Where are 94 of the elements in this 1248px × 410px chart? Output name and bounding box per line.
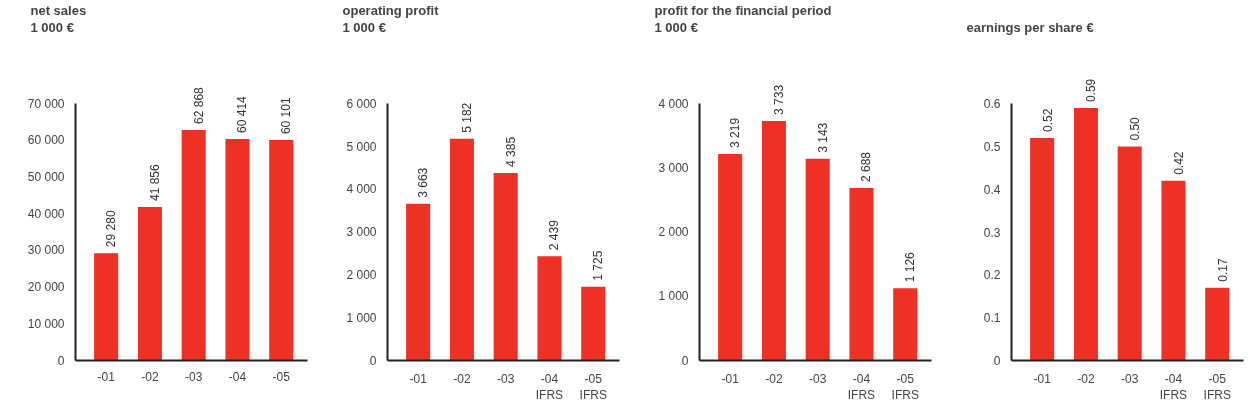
y-tick-label: 0.3 — [983, 225, 1001, 240]
x-tick-label: -03 — [809, 371, 827, 386]
data-label: 1 725 — [591, 250, 606, 281]
chart-title: operating profit — [342, 2, 440, 18]
y-tick-label: 20 000 — [27, 280, 65, 295]
x-tick-label: -05 IFRS — [579, 371, 607, 403]
y-tick-label: 40 000 — [27, 206, 65, 221]
bar — [1205, 287, 1230, 361]
bar — [718, 153, 743, 361]
y-tick-label: 0.1 — [983, 311, 1001, 326]
data-label: 3 733 — [771, 84, 786, 115]
y-tick-label: 0.6 — [983, 97, 1001, 112]
x-tick-label: -05 IFRS — [1203, 371, 1231, 403]
bar — [1117, 146, 1142, 361]
y-tick-label: 2 000 — [346, 267, 377, 282]
y-tick-label: 6 000 — [346, 96, 377, 111]
bar — [1161, 180, 1186, 361]
data-label: 3 219 — [728, 117, 743, 148]
chart-title: profit for the financial period — [654, 2, 832, 18]
chart-title: earnings per share € — [966, 19, 1094, 35]
data-label: 0.17 — [1215, 258, 1230, 282]
x-tick-label: -03 — [185, 369, 203, 384]
data-label: 0.52 — [1040, 108, 1055, 133]
data-label: 0.59 — [1084, 78, 1099, 103]
y-tick-label: 4 000 — [346, 182, 377, 197]
y-tick-label: 0.5 — [983, 140, 1001, 155]
y-tick-label: 50 000 — [27, 170, 65, 185]
data-label: 1 126 — [903, 251, 918, 283]
bar — [449, 138, 474, 361]
x-tick-label: -04 IFRS — [847, 371, 876, 403]
x-tick-label: -02 — [453, 371, 471, 386]
x-tick-label: -01 — [1033, 371, 1052, 386]
data-label: 0.42 — [1171, 151, 1186, 175]
x-tick-label: -02 — [141, 369, 159, 384]
x-tick-label: -02 — [1077, 371, 1095, 386]
y-tick-label: 0 — [369, 353, 377, 368]
x-tick-label: -03 — [1121, 371, 1139, 386]
chart-title: net sales — [30, 2, 87, 18]
bar — [225, 138, 250, 361]
y-tick-label: 70 000 — [27, 96, 65, 111]
data-label: 3 663 — [416, 167, 431, 198]
bar — [761, 120, 786, 361]
data-label: 0.50 — [1128, 116, 1143, 141]
data-label: 41 856 — [147, 163, 162, 202]
y-tick-label: 0.4 — [983, 182, 1001, 197]
bar — [137, 207, 162, 361]
bar — [537, 256, 562, 361]
y-tick-label: 0 — [57, 353, 65, 368]
data-label: 62 868 — [191, 86, 206, 124]
x-tick-label: -01 — [97, 369, 116, 384]
bar — [849, 188, 874, 361]
x-tick-label: -03 — [497, 371, 515, 386]
data-label: 2 688 — [859, 151, 874, 182]
chart-subtitle: 1 000 € — [654, 19, 698, 35]
x-tick-label: -05 — [272, 369, 291, 384]
y-tick-label: 3 000 — [346, 225, 377, 240]
x-tick-label: -02 — [765, 371, 783, 386]
y-tick-label: 2 000 — [658, 225, 689, 240]
y-tick-label: 3 000 — [658, 160, 689, 175]
data-label: 60 101 — [279, 97, 294, 135]
x-tick-label: -04 IFRS — [1159, 371, 1188, 403]
x-tick-label: -04 — [228, 369, 247, 384]
y-tick-label: 10 000 — [27, 316, 65, 331]
x-tick-label: -01 — [721, 371, 740, 386]
y-tick-label: 0 — [993, 354, 1001, 368]
data-label: 60 414 — [235, 95, 250, 133]
bar — [269, 140, 294, 361]
x-tick-label: -01 — [409, 371, 428, 386]
bar — [1073, 108, 1098, 361]
y-tick-label: 60 000 — [27, 133, 65, 148]
y-tick-label: 1 000 — [658, 289, 689, 304]
y-tick-label: 0 — [681, 353, 689, 368]
bar — [493, 172, 518, 361]
bar — [805, 158, 830, 361]
y-tick-label: 5 000 — [346, 139, 377, 154]
data-label: 2 439 — [547, 219, 562, 251]
bar — [581, 286, 606, 361]
y-tick-label: 30 000 — [27, 243, 65, 258]
bar — [406, 203, 431, 361]
x-tick-label: -04 IFRS — [535, 371, 564, 403]
y-tick-label: 1 000 — [346, 310, 377, 325]
data-label: 3 143 — [815, 122, 830, 153]
data-label: 29 280 — [104, 210, 119, 248]
data-label: 4 385 — [503, 136, 518, 167]
chart-subtitle: 1 000 € — [342, 19, 386, 35]
bar — [181, 129, 206, 361]
chart-subtitle: 1 000 € — [30, 19, 74, 35]
bar — [94, 253, 119, 361]
y-tick-label: 0.2 — [983, 268, 1001, 283]
y-tick-label: 4 000 — [658, 96, 689, 111]
data-label: 5 182 — [459, 102, 474, 133]
bar — [1030, 138, 1055, 361]
x-tick-label: -05 IFRS — [891, 371, 919, 403]
bar — [893, 288, 918, 361]
